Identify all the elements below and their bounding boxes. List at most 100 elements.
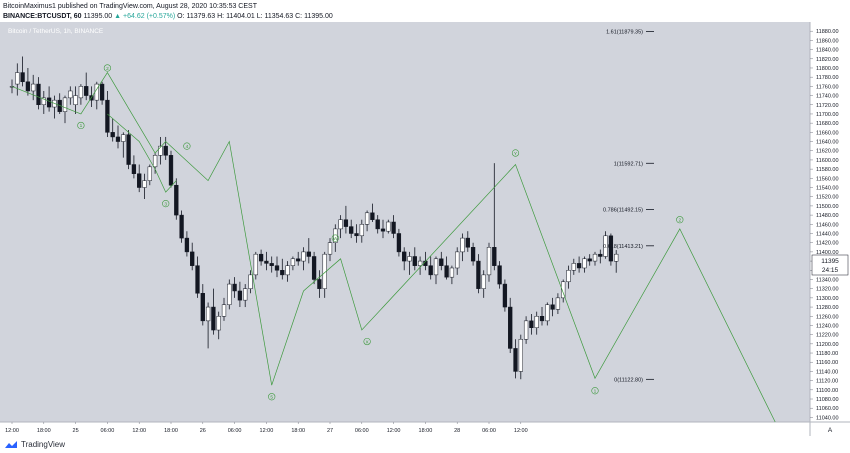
candle-body (449, 267, 455, 278)
candle-body (163, 145, 168, 156)
candle-body (550, 304, 555, 310)
y-tick-label: 11700.00 (816, 112, 839, 118)
candle-body (195, 265, 200, 294)
wave-label: 3 (164, 201, 167, 207)
y-tick-label: 11800.00 (816, 66, 839, 72)
y-tick-label: 11500.00 (816, 204, 839, 210)
price-chart[interactable]: Bitcoin / TetherUS, 1h, BINANCE 11040.00… (0, 22, 850, 436)
y-tick-label: 11320.00 (816, 287, 839, 293)
y-tick-label: 11860.00 (816, 38, 839, 44)
candle-body (290, 258, 296, 266)
y-tick-label: 11740.00 (816, 94, 839, 100)
symbol-ohlc-line: BINANCE:BTCUSDT, 60 11395.00 ▲ +64.62 (+… (3, 12, 333, 21)
y-tick-label: 11620.00 (816, 149, 839, 155)
candle-body (502, 283, 508, 308)
candle-body (137, 173, 142, 188)
y-tick-label: 11240.00 (816, 323, 839, 329)
wave-label: 4 (186, 144, 189, 150)
y-tick-label: 11220.00 (816, 333, 839, 339)
open-value: O: 11379.63 (177, 13, 216, 20)
candle-body (327, 242, 333, 255)
candle-body (391, 221, 396, 234)
candle-body (555, 297, 561, 310)
y-tick-label: 11140.00 (816, 369, 838, 375)
x-tick-label: 12:00 (132, 428, 146, 434)
y-tick-label: 11280.00 (816, 305, 839, 311)
candle-body (486, 247, 492, 276)
candle-body (211, 306, 216, 331)
x-tick-label: 28 (454, 428, 460, 434)
wave-label-circle (103, 64, 111, 72)
publisher-line: BitcoinMaximus1 published on TradingView… (3, 3, 257, 10)
y-tick-label: 11440.00 (816, 231, 839, 237)
candle-body (158, 145, 163, 156)
candle-body (280, 270, 285, 276)
chart-header: BitcoinMaximus1 published on TradingView… (0, 0, 850, 22)
candle-body (407, 256, 412, 262)
candle-body (364, 212, 370, 225)
candle-body (534, 316, 539, 328)
candle-body (110, 132, 115, 138)
x-tick-label: 06:00 (228, 428, 242, 434)
candle-body (518, 338, 523, 372)
candle-body (20, 72, 25, 83)
candle-body (587, 258, 592, 262)
fib-level-label: 0(11122.80) (614, 377, 643, 383)
tradingview-logo-icon (5, 440, 17, 448)
wave-label: Y (514, 151, 518, 157)
y-tick-label: 11180.00 (816, 351, 838, 357)
y-tick-label: 11060.00 (816, 406, 839, 412)
x-tick-label: 18:00 (37, 428, 51, 434)
x-tick-label: 26 (200, 428, 206, 434)
candle-body (343, 219, 349, 227)
x-tick-label: 12:00 (514, 428, 528, 434)
candle-body (25, 81, 31, 92)
tradingview-brand[interactable]: TradingView (4, 440, 65, 449)
wave-label: 1 (594, 389, 597, 395)
tradingview-brand-text: TradingView (21, 440, 66, 449)
candle-body (455, 251, 460, 269)
candle-body (264, 260, 269, 264)
candle-body (78, 86, 84, 99)
y-tick-label: 11520.00 (816, 195, 839, 201)
candle-body (311, 256, 317, 280)
y-tick-label: 11200.00 (816, 342, 839, 348)
price-change: +64.62 (+0.57%) (123, 13, 176, 20)
price-axis[interactable] (810, 22, 850, 436)
low-value: L: 11354.63 (256, 13, 294, 20)
candle-body (258, 253, 264, 262)
candle-body (338, 219, 343, 230)
x-tick-label: 12:00 (260, 428, 274, 434)
wave-label-circle (268, 393, 276, 401)
candle-body (237, 290, 243, 301)
last-price: 11395.00 (83, 13, 113, 20)
candle-body (105, 99, 110, 133)
x-tick-label: 18:00 (291, 428, 305, 434)
fib-level-label: 1(11592.71) (614, 161, 643, 167)
candle-body (571, 263, 576, 271)
candle-body (576, 263, 582, 269)
candle-body (216, 316, 221, 331)
time-axis[interactable] (0, 422, 810, 436)
candle-body (396, 233, 402, 253)
candle-body (142, 180, 147, 188)
candle-body (301, 251, 306, 262)
wave-label-circle (77, 121, 85, 130)
candle-body (460, 237, 465, 253)
candle-body (349, 226, 354, 234)
candle-body (492, 247, 497, 266)
auto-scale-button[interactable]: A (828, 427, 833, 434)
candle-body (497, 265, 502, 285)
candle-body (296, 258, 301, 262)
candle-body (46, 97, 52, 108)
candle-body (359, 224, 364, 237)
candle-body (274, 265, 280, 271)
candle-body (253, 253, 258, 276)
y-tick-label: 11820.00 (816, 57, 839, 63)
y-tick-label: 11680.00 (816, 121, 839, 127)
plot-area[interactable] (0, 22, 810, 422)
candle-body (592, 253, 598, 262)
candle-body (190, 251, 195, 266)
candle-body (243, 288, 248, 301)
